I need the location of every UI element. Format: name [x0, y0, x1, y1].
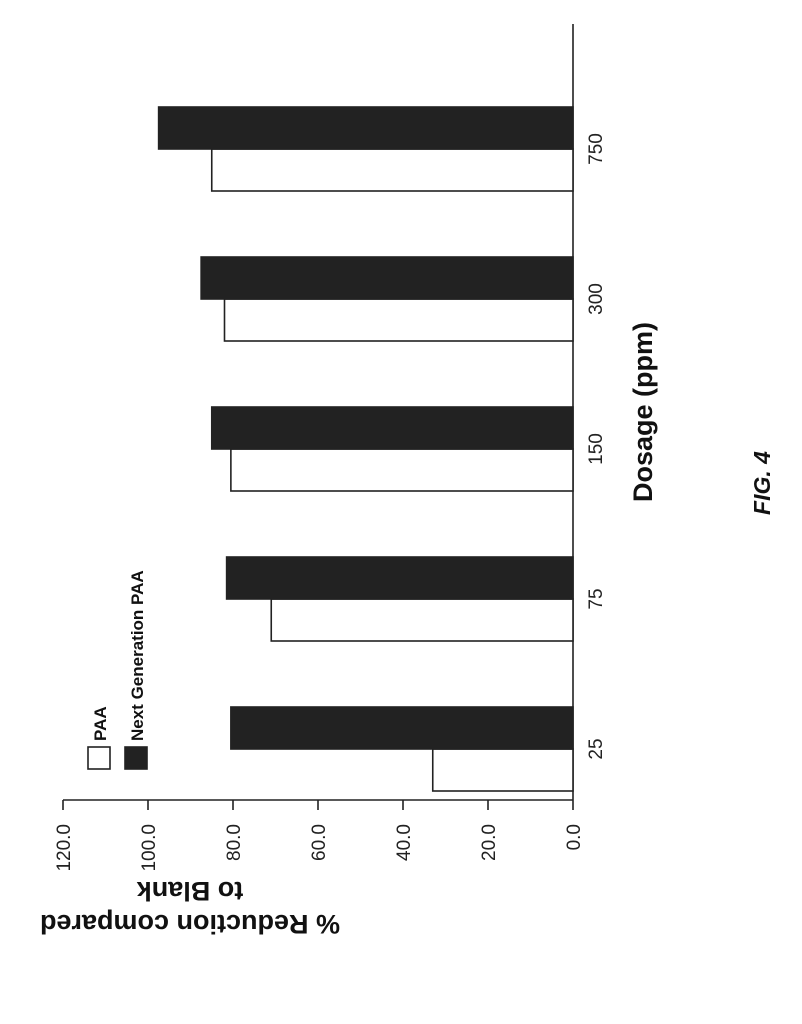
bar-paa-150 [231, 449, 573, 491]
category-tick-label: 750 [586, 133, 607, 165]
category-tick-label: 75 [586, 588, 607, 609]
bar-paa-300 [225, 299, 574, 341]
value-ticks: 0.0 20.0 40.0 60.0 80.0 100.0 120.0 [54, 800, 585, 872]
y-axis-title-line-1: % Reduction compared [40, 909, 340, 939]
value-tick-label: 60.0 [309, 824, 330, 861]
x-axis-title: Dosage (ppm) [628, 322, 658, 502]
value-tick-label: 20.0 [479, 824, 500, 861]
value-tick-label: 120.0 [54, 824, 75, 872]
rotated-plot-group: 0.0 20.0 40.0 60.0 80.0 100.0 120.0 25 75 150 300… [54, 24, 658, 872]
category-tick-labels: 25 75 150 300 750 [586, 133, 607, 759]
category-tick-label: 25 [586, 738, 607, 759]
bar-next-generation-paa-75 [227, 557, 573, 599]
legend: PAA Next Generation PAA [88, 570, 147, 769]
legend-label-paa: PAA [91, 706, 110, 741]
bar-next-generation-paa-300 [201, 257, 573, 299]
bar-paa-750 [212, 149, 573, 191]
value-tick-label: 0.0 [564, 824, 585, 850]
value-tick-label: 100.0 [139, 824, 160, 872]
y-axis-title: % Reduction compared to Blank [40, 876, 340, 939]
bar-next-generation-paa-25 [231, 707, 573, 749]
bar-paa-75 [271, 599, 573, 641]
figure-caption: FIG. 4 [749, 451, 775, 515]
y-axis-title-line-2: to Blank [136, 876, 243, 906]
bar-paa-25 [433, 749, 573, 791]
category-tick-label: 300 [586, 283, 607, 315]
category-tick-label: 150 [586, 433, 607, 465]
bar-next-generation-paa-750 [159, 107, 573, 149]
value-tick-label: 80.0 [224, 824, 245, 861]
value-tick-label: 40.0 [394, 824, 415, 861]
legend-swatch-next-generation-paa [125, 747, 147, 769]
legend-swatch-paa [88, 747, 110, 769]
bars [159, 107, 573, 791]
legend-label-next-generation-paa: Next Generation PAA [128, 570, 147, 741]
bar-next-generation-paa-150 [212, 407, 573, 449]
